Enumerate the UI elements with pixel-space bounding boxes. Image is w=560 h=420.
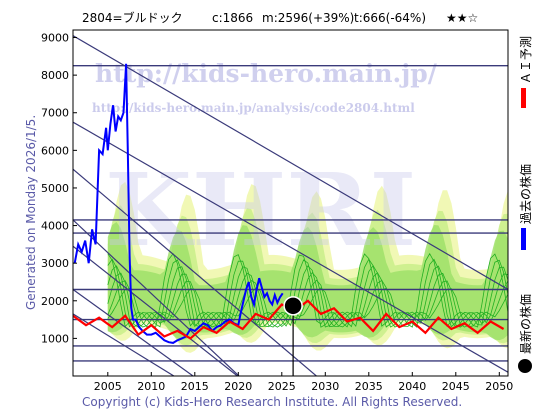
header-max-price: m:2596(+39%) [262, 11, 354, 25]
trend-lines [73, 35, 508, 376]
forecast-band-line [107, 272, 508, 328]
x-tick-label: 2025 [268, 380, 296, 393]
y-tick-label: 8000 [41, 69, 69, 82]
header-target-price: t:666(-64%) [354, 11, 426, 25]
legend-past-price: 過去の株価 [518, 164, 533, 250]
trend-line [73, 121, 508, 373]
x-tick-label: 2005 [94, 380, 122, 393]
y-tick-label: 3000 [41, 257, 69, 270]
legend: ＡＩ予測 過去の株価 最新の株価 [518, 36, 533, 373]
y-axis: 1000 2000 3000 4000 5000 6000 7000 8000 9000 [41, 32, 77, 345]
y-tick-label: 1000 [41, 332, 69, 345]
latest-point [283, 296, 303, 316]
legend-latest-price-label: 最新の株価 [518, 294, 533, 354]
trend-line [73, 313, 176, 376]
forecast-band-line [107, 258, 508, 328]
watermark-url: http://kids-hero.main.jp/ [95, 59, 438, 88]
legend-past-price-label: 過去の株価 [518, 164, 533, 224]
header: 2804=ブルドック c:1866 m:2596(+39%) t:666(-64… [82, 10, 478, 25]
legend-ai-forecast-label: ＡＩ予測 [519, 36, 533, 84]
legend-latest-price-swatch [518, 359, 532, 373]
x-tick-label: 2035 [355, 380, 383, 393]
legend-ai-forecast-swatch [521, 88, 526, 108]
y-tick-label: 9000 [41, 32, 69, 45]
watermark-logo: KHRI [105, 151, 416, 269]
legend-past-price-swatch [521, 228, 526, 250]
trend-line [73, 168, 318, 376]
horizontal-levels [73, 65, 508, 362]
x-tick-label: 2010 [137, 380, 165, 393]
header-rating: ★★☆ [446, 11, 478, 25]
forecast-band-line [107, 252, 508, 328]
y-tick-label: 5000 [41, 182, 69, 195]
x-tick-label: 2045 [442, 380, 470, 393]
copyright-footer: Copyright (c) Kids-Hero Research Institu… [82, 395, 462, 409]
generated-date-label: Generated on Monday 2026/1/5. [24, 115, 38, 310]
y-tick-label: 6000 [41, 144, 69, 157]
header-current-price: c:1866 [212, 11, 253, 25]
x-tick-label: 2020 [224, 380, 252, 393]
forecast-band [107, 221, 508, 341]
latest-price-marker [283, 296, 303, 376]
legend-latest-price: 最新の株価 [518, 294, 533, 373]
x-tick-label: 2030 [311, 380, 339, 393]
y-tick-label: 2000 [41, 295, 69, 308]
trend-line [73, 219, 240, 376]
x-tick-label: 2050 [485, 380, 513, 393]
header-code-name: 2804=ブルドック [82, 10, 183, 25]
watermark-analysis-url: http://kids-hero.main.jp/analysis/code28… [92, 101, 415, 115]
y-tick-label: 7000 [41, 107, 69, 120]
x-tick-label: 2015 [181, 380, 209, 393]
forecast-bands [107, 181, 508, 353]
x-axis: 2005 2010 2015 2020 2025 2030 2035 2040 2045 2050 [94, 372, 513, 393]
legend-ai-forecast: ＡＩ予測 [519, 36, 533, 108]
plot-border [72, 29, 509, 377]
y-tick-label: 4000 [41, 220, 69, 233]
trend-line [73, 35, 508, 291]
forecast-band-line [107, 279, 508, 328]
series-line [73, 63, 284, 344]
trend-line [73, 289, 195, 376]
trend-line [73, 245, 239, 376]
x-tick-label: 2040 [398, 380, 426, 393]
forecast-band-line [107, 264, 508, 328]
